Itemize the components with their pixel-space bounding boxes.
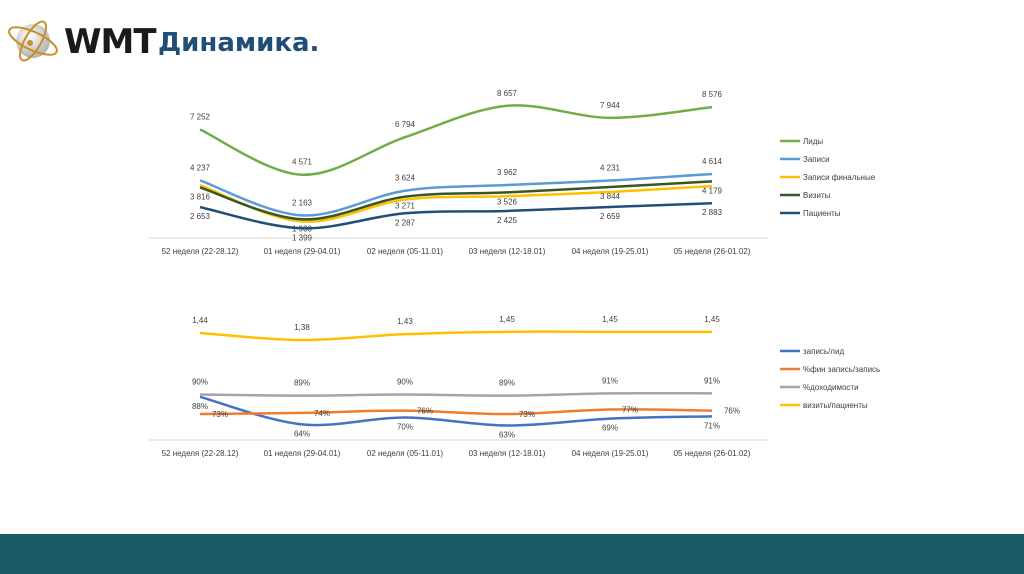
data-label: 2 425: [497, 216, 518, 225]
data-label: 2 653: [190, 212, 211, 221]
data-label: 1,38: [294, 323, 310, 332]
series-line-4: [199, 201, 713, 230]
wmt-logo-icon: [8, 20, 58, 62]
data-label: 4 614: [702, 157, 723, 166]
legend-item: запись/лид: [803, 347, 844, 356]
series-line-3: [199, 180, 713, 221]
data-label: 1,43: [397, 317, 413, 326]
data-label: 2 287: [395, 218, 416, 227]
data-label: 2 659: [600, 212, 621, 221]
funnel-line-chart: 52 неделя (22-28.12) 01 неделя (29-04.01)…: [148, 89, 876, 256]
data-label: 3 816: [190, 192, 211, 201]
data-label: 3 962: [497, 168, 518, 177]
brand-logo-text: WMT: [64, 22, 157, 62]
data-label: 1,45: [602, 315, 618, 324]
series-line-2: [199, 391, 713, 397]
legend-item: Визиты: [803, 191, 831, 200]
x-tick-label: 05 неделя (26-01.02): [674, 449, 751, 458]
legend-item: визиты/пациенты: [803, 401, 868, 410]
legend-item: Записи: [803, 155, 830, 164]
data-label: 1 399: [292, 233, 313, 242]
data-label: 3 844: [600, 192, 621, 201]
ratio-line-chart: 52 неделя (22-28.12) 01 неделя (29-04.01)…: [148, 315, 880, 458]
series-line-2: [199, 184, 713, 223]
series-line-0: [199, 104, 713, 176]
x-tick-label: 04 неделя (19-25.01): [572, 449, 649, 458]
data-label: 90%: [192, 378, 208, 387]
data-label: 1,44: [192, 316, 208, 325]
data-label: 2 883: [702, 208, 723, 217]
data-label: 90%: [397, 378, 413, 387]
x-tick-label: 52 неделя (22-28.12): [162, 449, 239, 458]
data-label: 71%: [704, 421, 720, 430]
x-tick-label: 03 неделя (12-18.01): [469, 449, 546, 458]
data-label: 73%: [519, 410, 535, 419]
series-line-1: [199, 408, 713, 416]
legend-item: Пациенты: [803, 209, 841, 218]
data-label: 88%: [192, 402, 208, 411]
x-tick-label: 02 неделя (05-11.01): [367, 247, 444, 256]
legend-item: Записи финальные: [803, 173, 876, 182]
data-label: 76%: [724, 407, 740, 416]
data-label: 1,45: [704, 315, 720, 324]
x-tick-label: 04 неделя (19-25.01): [572, 247, 649, 256]
data-label: 91%: [704, 376, 720, 385]
data-label: 89%: [294, 379, 310, 388]
series-line-1: [199, 172, 713, 217]
data-label: 4 237: [190, 163, 211, 172]
series-line-3: [199, 330, 712, 342]
data-label: 91%: [602, 376, 618, 385]
x-tick-label: 02 неделя (05-11.01): [367, 449, 444, 458]
data-label: 4 571: [292, 158, 313, 167]
legend-item: %доходимости: [803, 383, 859, 392]
data-label: 7 944: [600, 101, 621, 110]
x-tick-label: 03 неделя (12-18.01): [469, 247, 546, 256]
x-tick-label: 52 неделя (22-28.12): [162, 247, 239, 256]
data-label: 4 179: [702, 186, 723, 195]
data-label: 6 794: [395, 120, 416, 129]
data-label: 1,45: [499, 315, 515, 324]
data-label: 4 231: [600, 163, 621, 172]
x-tick-label: 05 неделя (26-01.02): [674, 247, 751, 256]
data-label: 8 576: [702, 90, 723, 99]
data-label: 2 163: [292, 198, 313, 207]
series-line-0: [199, 395, 713, 427]
data-label: 8 657: [497, 89, 518, 98]
data-label: 3 624: [395, 174, 416, 183]
data-label: 89%: [499, 379, 515, 388]
data-label: 64%: [294, 429, 310, 438]
data-label: 74%: [314, 409, 330, 418]
data-label: 76%: [417, 407, 433, 416]
legend-item: %фин запись/запись: [803, 365, 880, 374]
data-label: 3 271: [395, 202, 416, 211]
data-label: 7 252: [190, 112, 211, 121]
x-tick-label: 01 неделя (29-04.01): [264, 247, 341, 256]
data-label: 70%: [397, 423, 413, 432]
data-label: 77%: [622, 405, 638, 414]
x-tick-label: 01 неделя (29-04.01): [264, 449, 341, 458]
data-label: 63%: [499, 431, 515, 440]
page-title: Динамика.: [158, 28, 320, 58]
footer-bar: [0, 534, 1024, 574]
legend-item: Лиды: [803, 137, 823, 146]
data-label: 69%: [602, 424, 618, 433]
data-label: 3 526: [497, 197, 518, 206]
data-label: 73%: [212, 410, 228, 419]
